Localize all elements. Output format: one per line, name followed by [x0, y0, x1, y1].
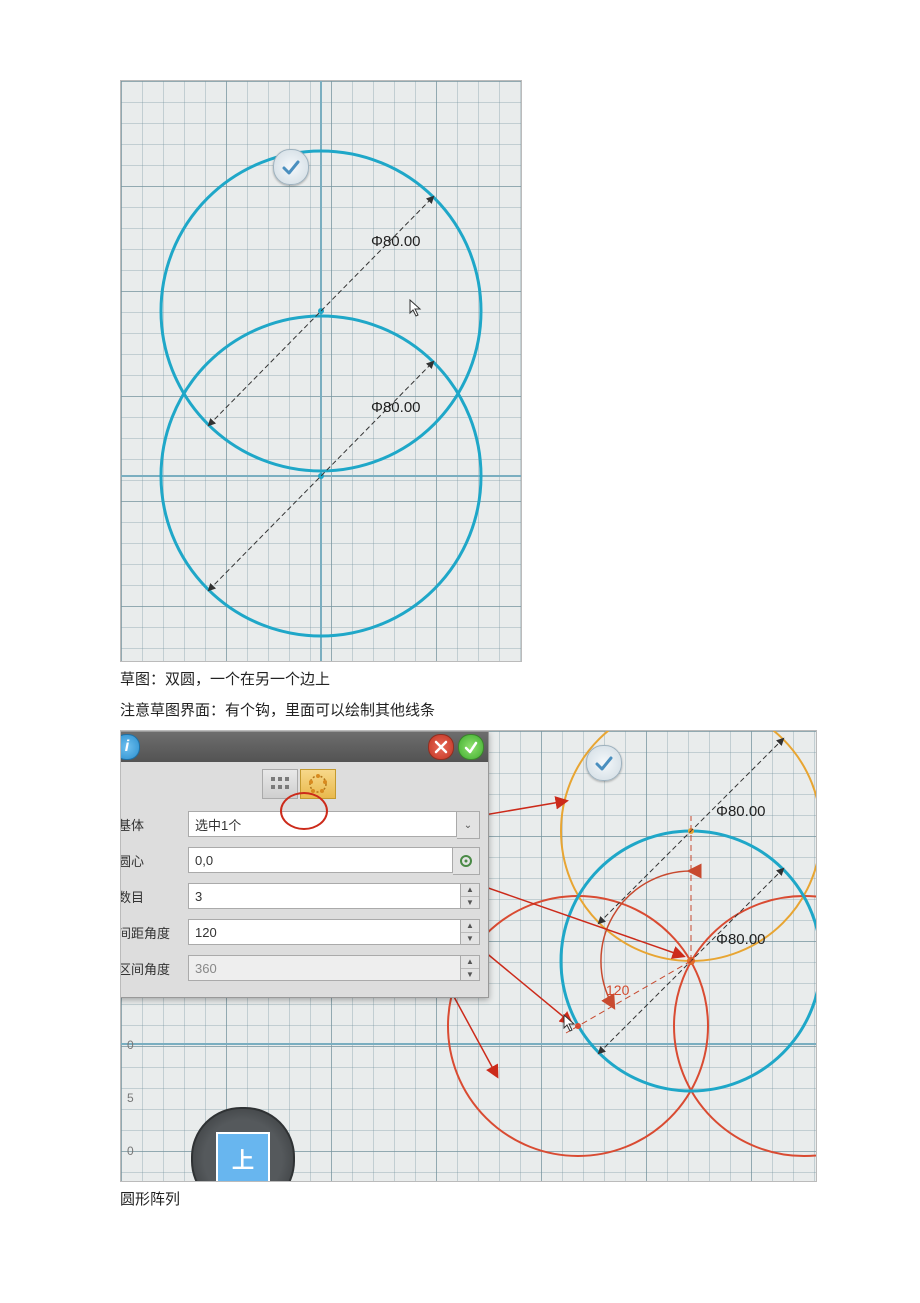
- tab-circular-pattern[interactable]: [300, 769, 336, 799]
- entity-input[interactable]: [188, 811, 457, 837]
- entity-dropdown[interactable]: ⌄: [457, 811, 480, 839]
- range-label: 区间角度: [120, 959, 178, 978]
- row-center: 圆心: [120, 842, 480, 878]
- range-stepper: ▲▼: [461, 955, 480, 981]
- confirm-tick-button[interactable]: [273, 149, 309, 185]
- cursor-icon: [409, 299, 423, 317]
- pattern-panel: i: [120, 731, 489, 998]
- fig1-svg: [121, 81, 521, 661]
- row-spacing: 间距角度 ▲▼: [120, 914, 480, 950]
- panel-close-button[interactable]: [428, 734, 454, 760]
- count-label: 数目: [120, 887, 178, 906]
- cursor-icon-2: [563, 1014, 577, 1032]
- range-input: [188, 955, 461, 981]
- panel-tabs: [120, 762, 488, 802]
- caption-1: 草图：双圆，一个在另一个边上: [120, 668, 920, 689]
- figure-1: Φ80.00 Φ80.00: [120, 80, 522, 662]
- pick-point-button[interactable]: [453, 847, 480, 875]
- dim-label-1: Φ80.00: [371, 233, 421, 250]
- angle-label: 120: [606, 982, 629, 998]
- center-input[interactable]: [188, 847, 453, 873]
- panel-ok-button[interactable]: [458, 734, 484, 760]
- row-entity: 基体 ⌄: [120, 806, 480, 842]
- view-cube-face[interactable]: 上: [216, 1132, 270, 1182]
- confirm-tick-button-2[interactable]: [586, 745, 622, 781]
- count-input[interactable]: [188, 883, 461, 909]
- figure-2: 0 5 0: [120, 730, 817, 1182]
- dim-label-b: Φ80.00: [716, 931, 766, 948]
- info-icon[interactable]: i: [120, 734, 140, 760]
- entity-label: 基体: [120, 815, 178, 834]
- row-range: 区间角度 ▲▼: [120, 950, 480, 986]
- count-stepper[interactable]: ▲▼: [461, 883, 480, 909]
- spacing-stepper[interactable]: ▲▼: [461, 919, 480, 945]
- tab-linear-pattern[interactable]: [262, 769, 298, 799]
- center-label: 圆心: [120, 851, 178, 870]
- dim-label-a: Φ80.00: [716, 803, 766, 820]
- spacing-label: 间距角度: [120, 923, 178, 942]
- dim-label-2: Φ80.00: [371, 399, 421, 416]
- spacing-input[interactable]: [188, 919, 461, 945]
- caption-2: 注意草图界面：有个钩，里面可以绘制其他线条: [120, 699, 920, 720]
- panel-header: i: [120, 732, 488, 762]
- caption-3: 圆形阵列: [120, 1188, 920, 1209]
- row-count: 数目 ▲▼: [120, 878, 480, 914]
